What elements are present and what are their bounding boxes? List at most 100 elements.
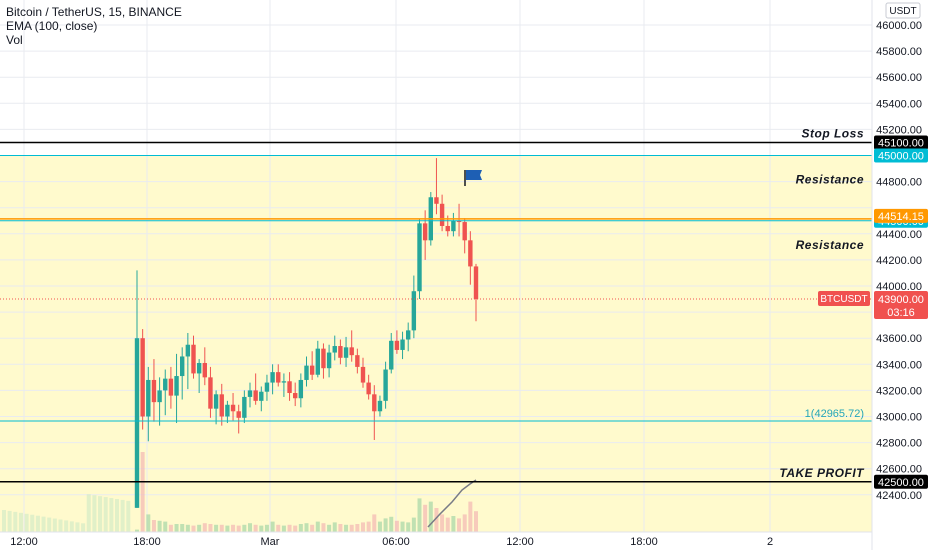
volume-bar <box>411 517 416 532</box>
ema-line <box>427 479 477 528</box>
volume-bar <box>109 498 114 532</box>
candle-body <box>219 394 224 417</box>
candle-body <box>343 347 349 358</box>
x-tick-label: 2 <box>767 536 773 548</box>
candle-body <box>349 347 354 356</box>
volume-bar <box>231 524 236 532</box>
volume-bar <box>151 520 156 532</box>
y-tick-label: 45400.00 <box>876 98 922 110</box>
candle-body <box>168 378 174 396</box>
orange-level-badge-bg <box>874 208 928 223</box>
candle-body <box>462 222 467 241</box>
volume-bar <box>75 522 80 532</box>
volume-bar <box>394 520 399 532</box>
candle-body <box>366 382 371 395</box>
volume-bar <box>242 524 247 532</box>
volume-bar <box>225 525 230 532</box>
volume-bar <box>163 521 168 532</box>
x-tick-label: Mar <box>261 536 280 548</box>
symbol-title[interactable]: Bitcoin / TetherUS, 15, BINANCE <box>6 5 182 19</box>
volume-bar <box>197 524 202 532</box>
last-price-countdown: 03:16 <box>887 307 915 319</box>
currency-label: USDT <box>889 6 916 17</box>
candle-body <box>406 330 411 340</box>
price-line-note: Resistance <box>796 173 864 187</box>
candle-body <box>326 352 332 369</box>
symbol-tag-bg <box>818 291 870 307</box>
volume-bar <box>423 504 428 532</box>
volume-bar <box>259 525 264 532</box>
y-tick-label: 42600.00 <box>876 464 922 476</box>
candle-body <box>213 394 219 409</box>
volume-bar <box>52 518 57 532</box>
candle-body <box>445 225 450 232</box>
orange-level-badge: 44514.15 <box>878 211 924 223</box>
candle-body <box>208 377 213 409</box>
symbol-tag: BTCUSDT <box>820 294 867 305</box>
volume-bar <box>253 524 258 532</box>
x-tick-label: 18:00 <box>630 536 658 548</box>
candle-body <box>456 220 462 223</box>
y-tick-label: 43600.00 <box>876 333 922 345</box>
fib-level-label: 1(42965.72) <box>805 408 864 420</box>
candle-body <box>332 346 337 353</box>
candle-body <box>202 362 207 378</box>
candle-body <box>422 223 428 241</box>
y-tick-label: 44800.00 <box>876 177 922 189</box>
volume-bar <box>428 501 433 532</box>
candle-body <box>451 220 456 232</box>
candle-body <box>293 393 298 399</box>
volume-bar <box>185 524 190 532</box>
volume-bar <box>30 514 35 532</box>
volume-bar <box>47 517 52 532</box>
volume-bar <box>344 524 349 532</box>
candle-body <box>304 365 309 380</box>
volume-bar <box>310 524 315 532</box>
last-price-badge-bg <box>874 291 928 320</box>
volume-bar <box>457 518 462 532</box>
volume-bar <box>389 516 394 532</box>
candle-body <box>247 390 253 397</box>
volume-bar <box>338 524 343 532</box>
candle-body <box>434 197 439 204</box>
price-line-note: TAKE PROFIT <box>779 466 865 480</box>
volume-bar <box>92 495 97 532</box>
candle-body <box>163 378 168 391</box>
volume-bar <box>304 523 309 532</box>
volume-bar <box>2 510 6 532</box>
last-price-value: 43900.00 <box>878 294 924 306</box>
volume-bar <box>13 511 18 532</box>
volume-bar <box>406 522 411 532</box>
volume-bar <box>281 525 286 532</box>
volume-bar <box>349 524 354 532</box>
volume-bar <box>361 522 365 532</box>
volume-bar <box>120 499 125 532</box>
x-tick-label: 18:00 <box>133 536 161 548</box>
price-badge-45000-bg <box>874 148 928 163</box>
volume-bar <box>355 524 360 532</box>
price-line-note: Stop Loss <box>801 126 864 140</box>
volume-bar <box>174 524 179 532</box>
volume-indicator-label[interactable]: Vol <box>6 33 23 47</box>
candle-body <box>264 382 270 392</box>
candle-body <box>394 340 400 350</box>
y-tick-label: 42400.00 <box>876 490 922 502</box>
volume-bar <box>248 523 252 532</box>
candle-body <box>180 356 185 377</box>
candle-body <box>157 390 162 403</box>
y-tick-label: 46000.00 <box>876 20 922 32</box>
candle-body <box>383 369 388 401</box>
ema-indicator-label[interactable]: EMA (100, close) <box>6 19 98 33</box>
currency-badge <box>885 2 921 19</box>
candle-body <box>377 400 383 412</box>
volume-bar <box>236 525 241 532</box>
candle-body <box>338 346 343 358</box>
volume-bar <box>35 515 40 532</box>
candle-body <box>259 391 264 401</box>
volume-bar <box>400 521 405 532</box>
y-tick-label: 43000.00 <box>876 412 922 424</box>
candle-body <box>196 362 202 374</box>
volume-bar <box>58 519 63 532</box>
